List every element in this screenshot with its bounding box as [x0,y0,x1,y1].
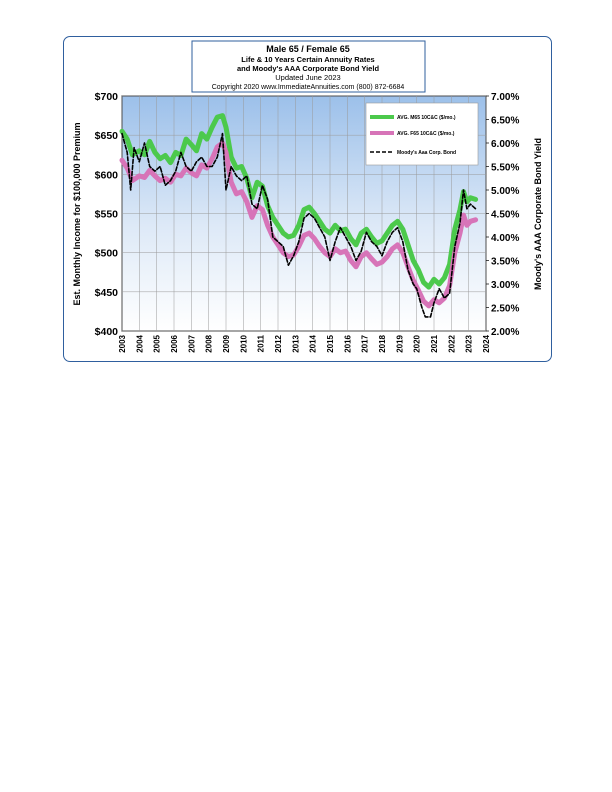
x-tick-label: 2024 [482,334,491,352]
legend-label-f65: AVG. F65 10C&C ($/mo.) [397,131,455,137]
axes: $400 $450 $500 $550 $600 $650 $700 2.00% 2.50% 3.… [95,91,520,353]
y-tick-label: $500 [95,248,119,260]
x-tick-label: 2022 [447,334,456,352]
y2-tick-label: 2.00% [491,327,519,338]
series-line-1 [119,140,479,309]
legend-label-bond: Moody's Aaa Corp. Bond [397,150,456,156]
x-tick-label: 2023 [465,334,474,352]
x-tick-label: 2010 [239,334,248,352]
y-axis-label: Est. Monthly Income for $100,000 Premium [72,122,82,305]
x-tick-label: 2016 [343,334,352,352]
legend-label-m65: AVG. M65 10C&C ($/mo.) [397,115,456,121]
y2-tick-label: 5.50% [491,163,519,174]
x-tick-label: 2007 [187,334,196,352]
y-tick-label: $650 [95,130,119,142]
chart-subtitle-line-3: Updated June 2023 [275,73,340,82]
y2-tick-label: 6.50% [491,116,519,127]
grid-lines [121,95,487,332]
y2-tick-label: 7.00% [491,92,519,103]
x-tick-label: 2021 [430,334,439,352]
x-tick-label: 2017 [361,334,370,352]
y2-tick-label: 5.00% [491,186,519,197]
legend: AVG. M65 10C&C ($/mo.) AVG. F65 10C&C ($… [365,102,479,166]
chart-subtitle-line-4: Copyright 2020 www.ImmediateAnnuities.co… [212,84,405,91]
x-tick-label: 2019 [395,334,404,352]
y-tick-label: $550 [95,209,119,221]
y-tick-label: $400 [95,326,119,338]
y2-tick-label: 3.50% [491,257,519,268]
y2-tick-label: 3.00% [491,280,519,291]
y2-tick-label: 4.50% [491,210,519,221]
chart-subtitle-line-2: and Moody's AAA Corporate Bond Yield [237,64,379,73]
chart-subtitle-line-1: Life & 10 Years Certain Annuity Rates [241,55,374,64]
y-tick-label: $700 [95,91,119,103]
x-tick-label: 2011 [257,334,266,352]
y-tick-label: $600 [95,169,119,181]
x-tick-label: 2015 [326,334,335,352]
x-tick-label: 2018 [378,334,387,352]
y2-tick-label: 6.00% [491,139,519,150]
title-box [191,40,426,93]
series-line-2 [121,132,477,318]
x-tick-label: 2008 [205,334,214,352]
x-tick-label: 2013 [291,334,300,352]
chart-title: Male 65 / Female 65 [266,44,350,54]
x-tick-label: 2012 [274,334,283,352]
x-tick-label: 2014 [309,334,318,352]
x-tick-label: 2006 [170,334,179,352]
x-tick-label: 2005 [153,334,162,352]
x-tick-label: 2004 [135,334,144,352]
x-tick-label: 2003 [118,334,127,352]
y2-axis-label: Moody's AAA Corporate Bond Yield [533,138,543,290]
series-layer [119,113,479,318]
x-tick-label: 2020 [413,334,422,352]
y2-tick-label: 4.00% [491,233,519,244]
y2-tick-label: 2.50% [491,304,519,315]
y-tick-label: $450 [95,287,119,299]
series-line-0 [119,113,479,290]
x-tick-label: 2009 [222,334,231,352]
